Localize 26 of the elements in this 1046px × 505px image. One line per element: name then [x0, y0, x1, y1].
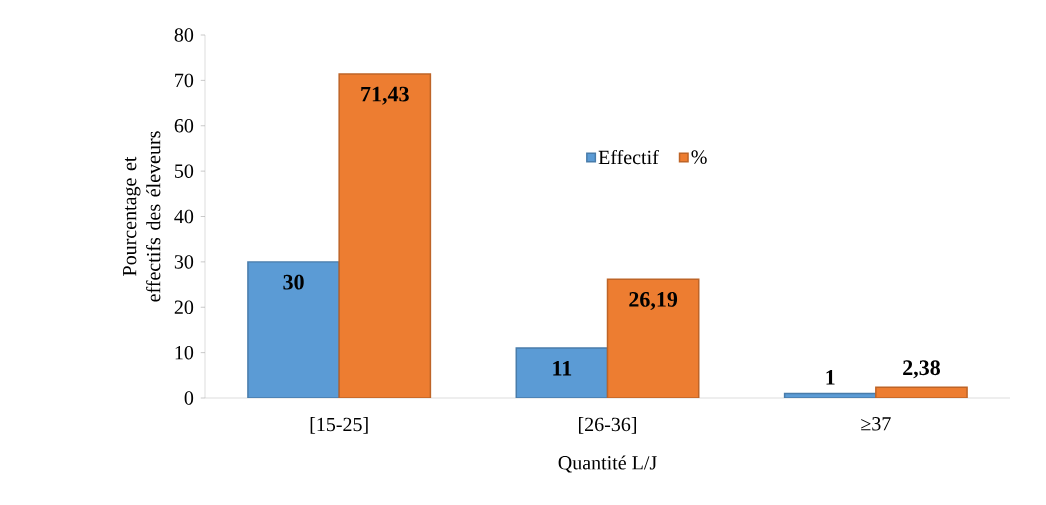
y-tick-label: 70: [175, 73, 194, 88]
y-tick-label: 0: [184, 391, 194, 405]
y-tick-label: 30: [174, 255, 194, 269]
x-tick-label: [15-25]: [310, 417, 368, 434]
x-tick-label: ≥37: [861, 417, 891, 431]
legend-label: %: [691, 150, 707, 164]
data-label: 26,19: [629, 292, 678, 310]
y-tick-label: 10: [175, 345, 194, 360]
y-tick-label: 40: [174, 209, 194, 224]
data-label: 30: [283, 274, 304, 290]
y-tick-label: 20: [174, 300, 194, 315]
y-tick-label: 80: [174, 28, 194, 42]
bar: [338, 73, 432, 398]
data-label: 2,38: [903, 360, 940, 379]
bar: [247, 261, 340, 398]
y-tick-label: 60: [174, 119, 194, 133]
y-axis-title: Pourcentage et effectifs des éleveurs: [123, 131, 161, 302]
bar: [606, 278, 700, 398]
x-tick-label: [26-36]: [579, 417, 637, 434]
x-axis-title: Quantité L/J: [558, 455, 657, 473]
data-label: 11: [553, 360, 572, 376]
data-label: 71,43: [361, 86, 409, 105]
legend-label: Effectif: [598, 149, 659, 165]
y-tick-label: 50: [175, 164, 194, 178]
bar: [515, 347, 609, 398]
data-label: 1: [826, 370, 835, 385]
